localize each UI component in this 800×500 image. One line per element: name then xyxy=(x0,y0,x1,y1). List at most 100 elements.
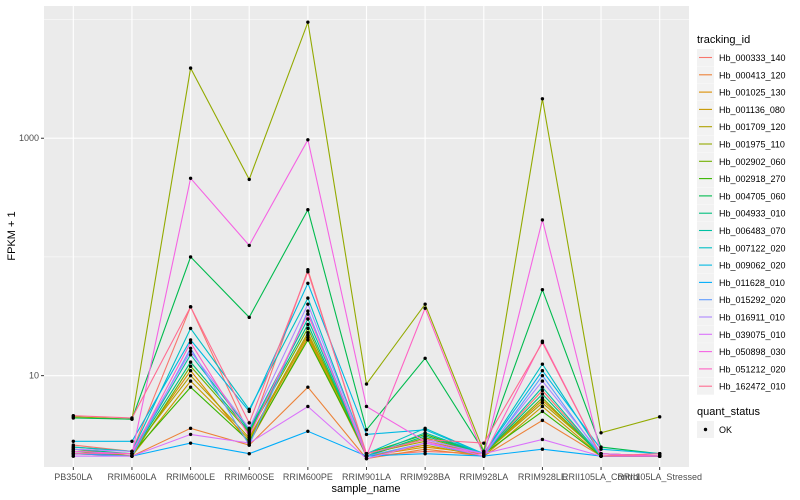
data-point xyxy=(188,346,193,350)
data-point xyxy=(540,340,545,345)
data-point xyxy=(482,441,486,445)
data-point xyxy=(306,281,310,285)
data-point xyxy=(540,404,545,409)
data-point xyxy=(540,437,545,442)
legend-label: Hb_051212_020 xyxy=(719,364,786,374)
x-tick-label: RRIM928LE xyxy=(518,472,567,482)
data-point xyxy=(247,434,251,438)
data-point xyxy=(188,360,193,364)
data-point xyxy=(540,447,545,451)
data-point xyxy=(306,317,310,321)
x-tick-label: RRII105LA_Control xyxy=(562,472,640,482)
data-point xyxy=(423,356,427,361)
y-tick-label: 1000 xyxy=(19,133,39,143)
data-point xyxy=(540,287,545,292)
data-point xyxy=(306,20,310,24)
legend-label: Hb_000333_140 xyxy=(719,53,786,63)
legend-label: Hb_001136_080 xyxy=(719,105,785,115)
data-point xyxy=(188,385,193,389)
legend-label: Hb_011628_010 xyxy=(719,278,785,288)
data-point xyxy=(188,353,193,357)
data-point xyxy=(130,454,134,458)
data-point xyxy=(130,452,134,456)
data-point xyxy=(540,409,545,414)
data-point xyxy=(130,439,134,443)
data-point xyxy=(540,385,545,389)
data-point xyxy=(188,373,193,378)
data-point xyxy=(188,305,193,309)
data-point xyxy=(657,454,662,458)
data-point xyxy=(364,454,369,458)
data-point xyxy=(423,434,427,438)
data-point xyxy=(364,404,369,409)
legend-label: Hb_015292_020 xyxy=(719,295,786,305)
x-tick-label: PB350LA xyxy=(54,472,92,482)
major-gridlines xyxy=(44,6,689,467)
legend-label: Hb_007122_020 xyxy=(719,243,786,253)
data-point xyxy=(71,452,76,456)
data-point xyxy=(306,138,310,142)
legend-label: Hb_162472_010 xyxy=(719,382,786,392)
data-point xyxy=(188,176,193,180)
data-point xyxy=(188,432,193,437)
data-point xyxy=(188,369,193,373)
legend: tracking_id Hb_000333_140Hb_000413_120Hb… xyxy=(697,34,786,438)
shape-legend-title: quant_status xyxy=(697,406,760,418)
data-point xyxy=(599,452,603,456)
data-point xyxy=(423,437,427,442)
legend-label: Hb_004705_060 xyxy=(719,191,786,201)
data-point xyxy=(306,331,310,335)
legend-label: Hb_002918_270 xyxy=(719,174,786,184)
x-tick-label: RRIM928LA xyxy=(459,472,508,482)
data-point xyxy=(599,447,603,451)
legend-label: Hb_001975_110 xyxy=(719,140,785,150)
data-point xyxy=(306,335,310,340)
shape-legend-label: OK xyxy=(719,425,732,435)
x-tick-label: RRIM928BA xyxy=(400,472,450,482)
x-tick-label: RRIM600SE xyxy=(224,472,274,482)
data-point xyxy=(188,426,193,431)
data-point xyxy=(247,441,251,445)
y-tick-label: 10 xyxy=(29,371,39,381)
legend-label: Hb_006483_070 xyxy=(719,226,786,236)
data-point xyxy=(540,369,545,373)
data-point xyxy=(306,404,310,409)
data-point xyxy=(364,428,369,432)
data-point xyxy=(306,429,310,433)
data-point xyxy=(247,409,251,414)
legend-label: Hb_016911_010 xyxy=(719,313,785,323)
legend-label: Hb_039075_010 xyxy=(719,330,786,340)
data-point xyxy=(71,439,76,443)
data-point xyxy=(188,379,193,383)
x-tick-label: RRIM600LA xyxy=(107,472,156,482)
data-point xyxy=(540,388,545,393)
data-point xyxy=(188,340,193,345)
y-axis: 10 1000 xyxy=(19,133,44,381)
data-point xyxy=(364,382,369,386)
data-point xyxy=(306,385,310,389)
data-point xyxy=(130,416,134,420)
data-point xyxy=(540,97,545,101)
data-point xyxy=(188,349,193,354)
data-point xyxy=(540,418,545,423)
data-point xyxy=(247,421,251,425)
legend-label: Hb_050898_030 xyxy=(719,347,786,357)
data-point xyxy=(306,322,310,327)
data-point xyxy=(188,255,193,259)
data-point xyxy=(540,218,545,222)
data-point xyxy=(423,306,427,310)
data-point xyxy=(71,413,76,418)
x-axis-title: sample_name xyxy=(331,483,400,495)
data-point xyxy=(247,426,251,431)
data-point xyxy=(306,326,310,331)
data-point xyxy=(364,432,369,437)
data-point xyxy=(188,364,193,368)
data-point xyxy=(188,441,193,445)
data-point xyxy=(423,452,427,456)
data-point xyxy=(306,270,310,274)
legend-label: Hb_002902_060 xyxy=(719,157,786,167)
data-point xyxy=(657,415,662,419)
legend-label: Hb_004933_010 xyxy=(719,209,786,219)
data-point xyxy=(306,296,310,300)
